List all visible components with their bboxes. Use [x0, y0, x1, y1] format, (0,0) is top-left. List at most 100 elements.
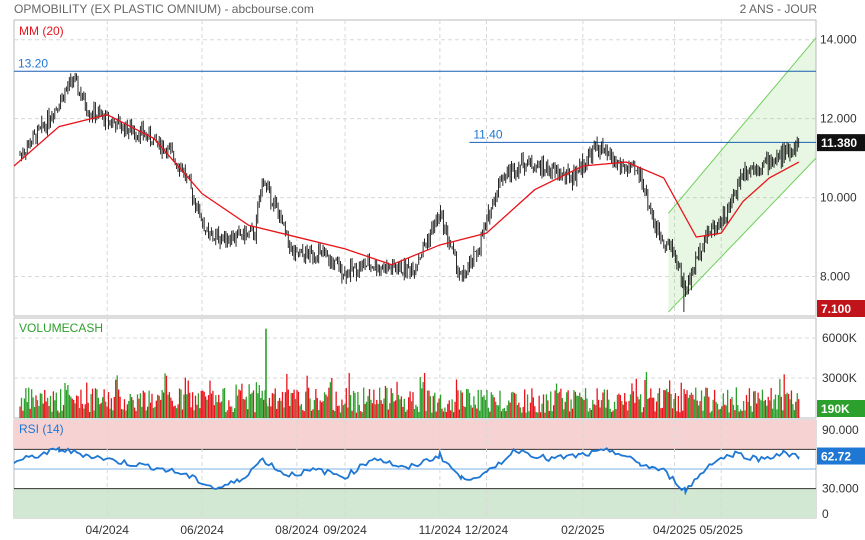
- volume-bar: [249, 394, 252, 418]
- volume-bar: [422, 382, 424, 418]
- volume-bar: [518, 402, 520, 418]
- volume-bar: [587, 411, 590, 418]
- volume-bar: [728, 412, 730, 418]
- volume-bar: [116, 375, 118, 418]
- volume-bar: [677, 396, 679, 418]
- volume-bar: [234, 408, 236, 418]
- volume-bar: [303, 411, 305, 418]
- volume-bar: [671, 408, 674, 418]
- volume-bar: [737, 405, 739, 418]
- volume-bar: [751, 411, 753, 418]
- rsi-oversold-zone: [14, 488, 816, 518]
- volume-bar: [386, 387, 388, 418]
- volume-bar: [242, 398, 244, 418]
- volume-bar: [798, 399, 800, 418]
- volume-bar: [399, 399, 401, 418]
- volume-bar: [495, 401, 497, 418]
- volume-bar: [742, 400, 745, 418]
- volume-bar: [535, 411, 537, 418]
- volume-bar: [734, 410, 736, 418]
- volume-bar: [539, 412, 542, 418]
- volume-bar: [183, 394, 185, 418]
- volume-bar: [55, 392, 57, 418]
- volume-bar: [96, 389, 98, 418]
- volume-bar: [642, 407, 645, 418]
- volume-bar: [245, 396, 247, 418]
- volume-bar: [45, 401, 47, 418]
- volume-bar: [225, 412, 227, 418]
- volume-bar: [339, 412, 342, 418]
- volume-bar: [592, 399, 594, 418]
- volume-bar: [713, 389, 716, 418]
- volume-bar: [93, 410, 95, 418]
- volume-bar: [60, 389, 62, 418]
- volume-bar: [97, 397, 99, 418]
- volume-bar: [747, 401, 749, 418]
- volume-bar: [75, 395, 78, 418]
- volume-bar: [86, 382, 88, 418]
- volume-bar: [792, 404, 794, 418]
- volume-bar: [49, 395, 52, 418]
- volume-bar: [618, 393, 620, 418]
- volume-bar: [766, 405, 768, 418]
- volume-bar: [455, 379, 458, 418]
- volume-bar: [162, 392, 165, 418]
- volume-bar: [402, 406, 404, 418]
- volume-bar: [632, 391, 635, 418]
- volume-bar: [435, 411, 437, 418]
- volume-bar: [561, 397, 563, 418]
- volume-bar: [223, 387, 226, 418]
- volume-bar: [470, 405, 472, 418]
- volume-bar: [612, 410, 614, 418]
- volume-bar: [496, 405, 498, 418]
- volume-bar: [229, 406, 231, 418]
- volume-bar: [719, 408, 722, 418]
- volume-bar: [657, 393, 659, 418]
- volume-bar: [684, 393, 687, 418]
- volume-bar: [715, 401, 717, 418]
- volume-bar: [273, 393, 275, 418]
- volume-bar: [611, 411, 613, 418]
- volume-bar: [384, 386, 387, 418]
- volume-bar: [595, 405, 597, 418]
- volume-bar: [90, 394, 92, 418]
- volume-bar: [321, 402, 323, 418]
- volume-tick-label: 3000K: [822, 371, 857, 385]
- volume-bar: [83, 408, 85, 418]
- rsi-line: [13, 446, 800, 496]
- volume-bar: [599, 407, 601, 418]
- volume-bar: [135, 410, 137, 418]
- volume-bar: [738, 411, 740, 418]
- volume-bar: [112, 410, 114, 418]
- volume-bar: [235, 384, 237, 418]
- volume-bar: [793, 410, 795, 418]
- volume-bar: [38, 405, 40, 418]
- volume-bar: [724, 404, 726, 418]
- volume-bar: [20, 397, 23, 418]
- volume-bar: [173, 406, 175, 418]
- price-tick-label: 12.000: [820, 112, 857, 126]
- volume-bar: [503, 407, 505, 418]
- volume-bar: [287, 389, 289, 418]
- volume-bar: [226, 410, 229, 418]
- volume-bar: [754, 390, 756, 418]
- volume-bar: [371, 403, 374, 418]
- volume-bar: [590, 409, 592, 418]
- volume-bar: [548, 410, 550, 418]
- volume-bar: [544, 412, 546, 418]
- volume-bar: [463, 406, 465, 418]
- volume-bar: [136, 394, 139, 418]
- volume-bar: [297, 391, 300, 418]
- volume-bar: [158, 395, 160, 418]
- volume-bar: [439, 394, 442, 418]
- volume-bar: [686, 390, 688, 418]
- volume-bar: [624, 393, 626, 418]
- volume-bar: [716, 403, 719, 418]
- volume-bar: [770, 388, 772, 418]
- volume-bar: [567, 390, 569, 418]
- volume-bar: [760, 400, 762, 418]
- volume-bar: [550, 391, 552, 418]
- volume-bar: [145, 410, 147, 418]
- volume-bar: [638, 399, 640, 418]
- volume-bar: [205, 396, 207, 418]
